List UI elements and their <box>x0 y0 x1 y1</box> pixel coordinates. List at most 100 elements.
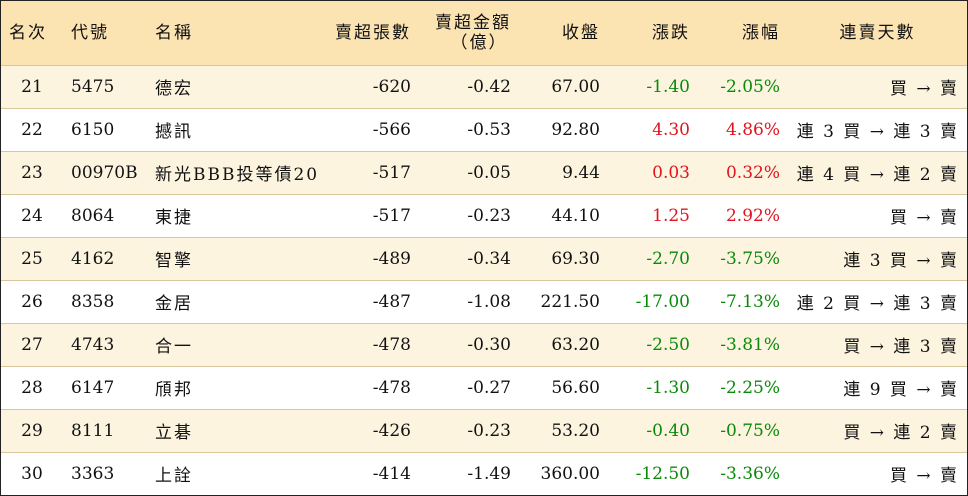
cell-change: 0.03 <box>652 162 690 183</box>
cell-name: 東捷 <box>155 208 193 228</box>
header-pct: 漲幅 <box>742 22 780 43</box>
cell-rank: 25 <box>21 248 43 269</box>
cell-sell-over-amount: -0.53 <box>467 119 511 140</box>
cell-rank: 30 <box>21 463 43 484</box>
table-row: 26 8358 金居 -487 -1.08 221.50 -17.00 -7.1… <box>1 280 967 323</box>
cell-code: 8111 <box>71 420 115 441</box>
cell-pct: -7.13% <box>720 291 780 312</box>
cell-change: -2.50 <box>646 334 690 355</box>
cell-pct: -2.25% <box>720 377 780 398</box>
cell-sell-over-lots: -620 <box>372 76 411 97</box>
table-row: 30 3363 上詮 -414 -1.49 360.00 -12.50 -3.3… <box>1 452 967 495</box>
cell-name: 頎邦 <box>155 380 193 400</box>
cell-pct: 0.32% <box>725 162 780 183</box>
table-row: 29 8111 立碁 -426 -0.23 53.20 -0.40 -0.75%… <box>1 409 967 452</box>
cell-rank: 22 <box>21 119 43 140</box>
cell-sell-over-amount: -1.49 <box>467 463 511 484</box>
cell-streak: 買 → 連 3 賣 <box>843 337 959 357</box>
table-row: 28 6147 頎邦 -478 -0.27 56.60 -1.30 -2.25%… <box>1 366 967 409</box>
header-sell-over-amount-line1: 賣超金額 <box>435 12 511 33</box>
cell-pct: -3.81% <box>720 334 780 355</box>
header-change: 漲跌 <box>652 22 690 43</box>
header-name: 名稱 <box>155 22 193 43</box>
cell-close: 69.30 <box>551 248 600 269</box>
cell-sell-over-amount: -0.27 <box>467 377 511 398</box>
table-row: 27 4743 合一 -478 -0.30 63.20 -2.50 -3.81%… <box>1 323 967 366</box>
header-streak: 連賣天數 <box>839 22 916 43</box>
cell-code: 8064 <box>71 205 115 226</box>
cell-close: 9.44 <box>562 162 600 183</box>
cell-close: 63.20 <box>551 334 600 355</box>
table-row: 23 00970B 新光BBB投等債20 -517 -0.05 9.44 0.0… <box>1 151 967 194</box>
cell-rank: 26 <box>21 291 43 312</box>
cell-name: 合一 <box>155 337 193 357</box>
header-code: 代號 <box>71 22 109 43</box>
cell-pct: 2.92% <box>725 205 780 226</box>
cell-code: 4162 <box>71 248 115 269</box>
cell-streak: 連 2 買 → 連 3 賣 <box>796 294 959 314</box>
cell-streak: 連 9 買 → 賣 <box>843 380 959 400</box>
cell-name: 上詮 <box>155 466 193 487</box>
cell-name: 立碁 <box>155 423 193 443</box>
cell-name: 智擎 <box>155 251 193 271</box>
cell-sell-over-amount: -0.30 <box>467 334 511 355</box>
cell-rank: 29 <box>21 420 43 441</box>
header-rank: 名次 <box>9 22 47 43</box>
cell-close: 67.00 <box>551 76 600 97</box>
cell-sell-over-amount: -1.08 <box>467 291 511 312</box>
header-sell-over-amount: 賣超金額 （億） <box>419 1 519 65</box>
cell-name: 德宏 <box>155 79 193 99</box>
table-row: 21 5475 德宏 -620 -0.42 67.00 -1.40 -2.05%… <box>1 65 967 108</box>
cell-change: -0.40 <box>646 420 690 441</box>
cell-change: -2.70 <box>646 248 690 269</box>
cell-close: 44.10 <box>551 205 600 226</box>
cell-pct: -3.36% <box>720 463 780 484</box>
cell-rank: 24 <box>21 205 43 226</box>
cell-rank: 28 <box>21 377 43 398</box>
cell-code: 4743 <box>71 334 115 355</box>
table-row: 22 6150 撼訊 -566 -0.53 92.80 4.30 4.86% 連… <box>1 108 967 151</box>
cell-code: 6147 <box>71 377 115 398</box>
cell-pct: -0.75% <box>720 420 780 441</box>
header-sell-over-lots: 賣超張數 <box>335 22 411 43</box>
cell-name: 撼訊 <box>155 122 193 142</box>
cell-rank: 21 <box>21 76 43 97</box>
cell-streak: 連 3 買 → 賣 <box>843 251 959 271</box>
cell-close: 221.50 <box>540 291 600 312</box>
cell-code: 3363 <box>71 463 115 484</box>
cell-close: 56.60 <box>551 377 600 398</box>
cell-sell-over-amount: -0.23 <box>467 205 511 226</box>
cell-sell-over-amount: -0.23 <box>467 420 511 441</box>
cell-change: 1.25 <box>652 205 690 226</box>
table-row: 24 8064 東捷 -517 -0.23 44.10 1.25 2.92% 買… <box>1 194 967 237</box>
cell-change: -17.00 <box>635 291 690 312</box>
cell-streak: 買 → 連 2 賣 <box>843 423 959 443</box>
cell-pct: -2.05% <box>720 76 780 97</box>
cell-change: -1.40 <box>646 76 690 97</box>
cell-sell-over-lots: -414 <box>372 463 411 484</box>
table-header: 名次 代號 名稱 賣超張數 賣超金額 （億） 收盤 漲跌 漲幅 連賣天數 <box>1 1 967 65</box>
cell-sell-over-amount: -0.42 <box>467 76 511 97</box>
cell-rank: 23 <box>21 162 43 183</box>
cell-change: -12.50 <box>635 463 690 484</box>
cell-sell-over-lots: -478 <box>372 377 411 398</box>
cell-sell-over-lots: -478 <box>372 334 411 355</box>
cell-streak: 連 4 買 → 連 2 賣 <box>796 165 959 185</box>
cell-rank: 27 <box>21 334 43 355</box>
cell-close: 360.00 <box>540 463 600 484</box>
table-row: 25 4162 智擎 -489 -0.34 69.30 -2.70 -3.75%… <box>1 237 967 280</box>
cell-close: 53.20 <box>551 420 600 441</box>
cell-sell-over-lots: -426 <box>372 420 411 441</box>
cell-sell-over-lots: -566 <box>372 119 411 140</box>
cell-code: 6150 <box>71 119 115 140</box>
cell-sell-over-amount: -0.05 <box>467 162 511 183</box>
header-sell-over-amount-line2: （億） <box>450 32 508 53</box>
cell-streak: 連 3 買 → 連 3 賣 <box>796 122 959 142</box>
table-body: 21 5475 德宏 -620 -0.42 67.00 -1.40 -2.05%… <box>1 65 967 495</box>
cell-change: 4.30 <box>652 119 690 140</box>
cell-name: 金居 <box>155 294 193 314</box>
cell-name: 新光BBB投等債20 <box>155 165 320 185</box>
header-close: 收盤 <box>562 22 600 43</box>
